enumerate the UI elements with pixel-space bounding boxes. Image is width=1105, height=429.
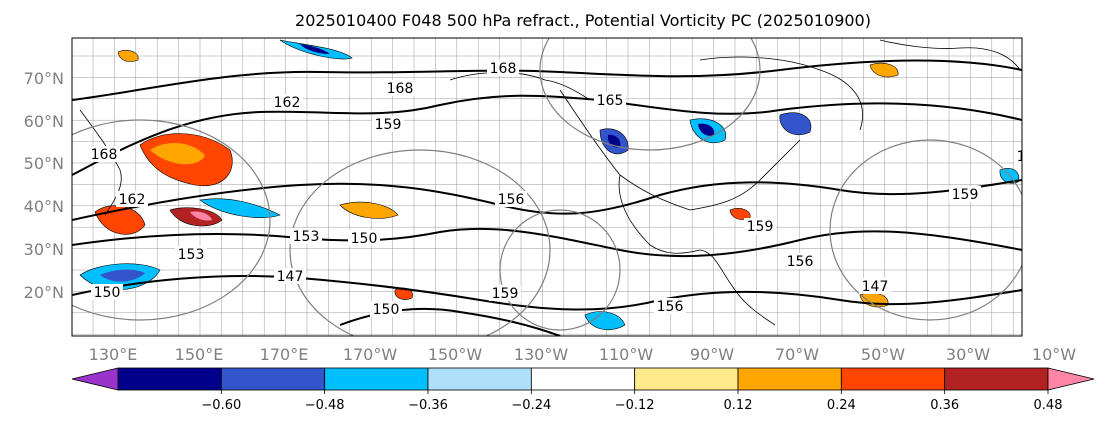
contour-label: 156 — [787, 254, 814, 270]
contour-label: 162 — [274, 95, 301, 111]
colorbar-ticks: −0.60 −0.48 −0.36 −0.24 −0.12 0.12 0.24 0.36 0.4… — [201, 390, 1063, 413]
colorbar-box — [737, 367, 842, 391]
lat-label: 50°N — [24, 154, 64, 173]
map-panel: 168 162 168 165 159 168 168 162 156 153 150 150 147 1… — [71, 37, 1102, 337]
lon-label: 130°W — [514, 345, 569, 364]
colorbar-box — [944, 367, 1049, 391]
colorbar-tick-label: −0.36 — [408, 398, 448, 413]
lon-label: 10°W — [1032, 345, 1076, 364]
contour-label: 162 — [119, 192, 146, 208]
contour-labels: 168 162 168 165 159 168 168 162 156 153 150 150 147 1… — [88, 59, 1102, 318]
contour-label: 147 — [862, 279, 889, 295]
shaded-field — [79, 39, 1020, 331]
contour-label: 150 — [373, 302, 400, 318]
lon-label: 30°W — [946, 345, 990, 364]
contour-label: 168 — [490, 61, 517, 77]
colorbar-tick-label: 0.48 — [1034, 398, 1063, 413]
contour-label: 159 — [492, 286, 519, 302]
lon-label: 50°W — [861, 345, 905, 364]
contour-lines — [72, 59, 1022, 336]
colorbar-box — [427, 367, 532, 391]
colorbar-box — [324, 367, 429, 391]
plot-title: 2025010400 F048 500 hPa refract., Potent… — [295, 11, 871, 30]
latitude-labels: 70°N 60°N 50°N 40°N 30°N 20°N — [24, 69, 64, 302]
lon-label: 150°E — [175, 345, 224, 364]
colorbar-tick-label: 0.36 — [930, 398, 959, 413]
colorbar-box — [530, 367, 636, 391]
colorbar-tick-label: −0.24 — [511, 398, 551, 413]
colorbar-box — [220, 367, 326, 391]
lon-label: 130°E — [89, 345, 138, 364]
colorbar-tick-label: 0.24 — [827, 398, 856, 413]
contour-label: 153 — [293, 229, 320, 245]
map-frame — [71, 37, 1023, 337]
contour-label: 168 — [91, 147, 118, 163]
contour-label: 168 — [387, 81, 414, 97]
colorbar-extend-low — [71, 367, 119, 391]
contour-label: 168 — [1075, 59, 1102, 75]
colorbar-box — [117, 367, 222, 391]
contour-label: 150 — [94, 285, 121, 301]
lon-label: 90°W — [690, 345, 734, 364]
ray-circles — [72, 38, 1022, 336]
contour-label: 156 — [498, 192, 525, 208]
lon-label: 70°W — [775, 345, 819, 364]
colorbar: −0.60 −0.48 −0.36 −0.24 −0.12 0.12 0.24 0.36 0.4… — [71, 367, 1095, 413]
contour-label: 156 — [657, 299, 684, 315]
contour-label: 150 — [351, 231, 378, 247]
lon-label: 150°W — [428, 345, 483, 364]
coastlines — [79, 39, 1021, 326]
lat-label: 40°N — [24, 197, 64, 216]
lon-label: 110°W — [599, 345, 654, 364]
colorbar-tick-label: 0.12 — [724, 398, 753, 413]
lon-label: 170°W — [343, 345, 398, 364]
lat-label: 20°N — [24, 283, 64, 302]
colorbar-tick-label: −0.60 — [201, 398, 241, 413]
contour-label: 159 — [375, 117, 402, 133]
contour-label: 165 — [597, 93, 624, 109]
contour-label: 147 — [277, 269, 304, 285]
colorbar-extend-high — [1047, 367, 1095, 391]
lat-label: 30°N — [24, 240, 64, 259]
contour-label: 165 — [1017, 149, 1044, 165]
longitude-labels: 130°E 150°E 170°E 170°W 150°W 130°W 110°W 90°W 7… — [89, 345, 1077, 364]
colorbar-tick-label: −0.12 — [615, 398, 655, 413]
contour-label: 168 — [1045, 97, 1072, 113]
contour-label: 153 — [178, 247, 205, 263]
contour-label: 159 — [747, 219, 774, 235]
colorbar-box — [634, 367, 739, 391]
colorbar-tick-label: −0.48 — [305, 398, 345, 413]
lat-label: 70°N — [24, 69, 64, 88]
contour-label: 159 — [952, 187, 979, 203]
lon-label: 170°E — [260, 345, 309, 364]
lat-label: 60°N — [24, 112, 64, 131]
colorbar-box — [840, 367, 946, 391]
